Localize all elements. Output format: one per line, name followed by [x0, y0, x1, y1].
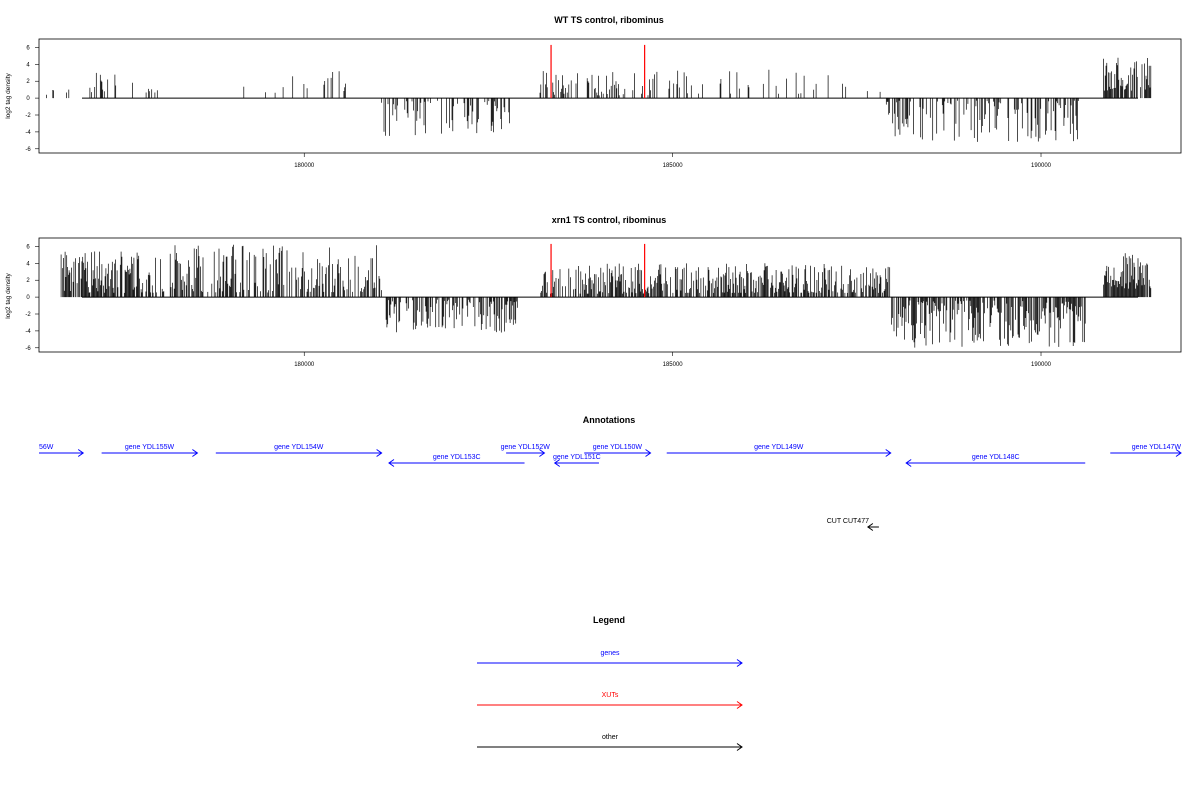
annotation-features: 56W gene YDL155W gene YDL154W gene YDL153C g…	[39, 444, 1182, 531]
x-axis: 180000 185000 190000	[294, 352, 1052, 368]
annotation-feature: gene YDL150W	[584, 444, 652, 457]
annotations-title: Annotations	[583, 415, 636, 425]
x-tick-label: 185000	[663, 362, 684, 368]
y-tick-label: 4	[26, 261, 30, 267]
y-tick-label: -2	[25, 113, 31, 119]
feature-label: gene YDL154W	[274, 444, 324, 451]
feature-label: 56W	[39, 444, 54, 451]
x-tick-label: 185000	[663, 163, 684, 169]
y-axis: -6 -4 -2 0 2 4 6	[25, 45, 39, 153]
legend-item-other: other	[477, 734, 743, 751]
arrow-head-icon	[736, 743, 743, 751]
annotation-feature: 56W	[39, 444, 85, 457]
legend-label: genes	[600, 650, 620, 657]
feature-label: gene YDL155W	[125, 444, 175, 451]
legend-item-gene: genes	[477, 650, 743, 667]
arrow-head-icon	[645, 449, 652, 457]
density-bars	[46, 57, 1152, 142]
annotation-feature: gene YDL155W	[101, 444, 199, 457]
x-tick-label: 190000	[1031, 163, 1052, 169]
feature-label: gene YDL148C	[972, 454, 1020, 461]
position-markers	[550, 44, 646, 99]
annotation-feature: gene YDL147W	[1110, 444, 1182, 457]
track-panel-wt: WT TS control, ribominus log2 tag densit…	[5, 15, 1182, 169]
position-markers	[550, 243, 646, 298]
arrow-head-icon	[192, 449, 199, 457]
arrow-head-icon	[388, 459, 395, 467]
feature-label: gene YDL153C	[433, 454, 481, 461]
y-axis-label: log2 tag density	[5, 72, 12, 118]
y-tick-label: -4	[25, 130, 31, 136]
y-tick-label: 2	[26, 278, 30, 284]
feature-label: gene YDL147W	[1132, 444, 1182, 451]
y-tick-label: 2	[26, 79, 30, 85]
plot-frame	[38, 38, 1182, 154]
arrow-head-icon	[885, 449, 892, 457]
annotations-panel: Annotations 56W gene YDL155W gene YDL154W g…	[39, 415, 1182, 531]
y-tick-label: 6	[26, 45, 30, 51]
y-axis: -6 -4 -2 0 2 4 6	[25, 244, 39, 352]
y-tick-label: 6	[26, 244, 30, 250]
arrow-head-icon	[866, 523, 874, 531]
arrow-head-icon	[539, 449, 546, 457]
annotation-feature: gene YDL149W	[666, 444, 892, 457]
legend-label: other	[602, 734, 619, 741]
y-tick-label: -2	[25, 312, 31, 318]
plot-frame	[38, 237, 1182, 353]
legend-title: Legend	[593, 615, 625, 625]
annotation-feature: gene YDL151C	[553, 454, 601, 467]
arrow-head-icon	[77, 449, 85, 457]
y-axis-label: log2 tag density	[5, 272, 12, 318]
feature-label: gene YDL149W	[754, 444, 804, 451]
arrow-head-icon	[736, 701, 743, 709]
feature-label: CUT CUT477	[827, 518, 869, 525]
legend-items: genes XUTs other	[477, 650, 743, 751]
feature-label: gene YDL150W	[593, 444, 643, 451]
arrow-head-icon	[736, 659, 743, 667]
arrow-head-icon	[905, 459, 912, 467]
y-tick-label: -4	[25, 329, 31, 335]
track-title: xrn1 TS control, ribominus	[552, 215, 667, 225]
density-bars	[60, 244, 1152, 348]
feature-label: gene YDL152W	[501, 444, 551, 451]
y-tick-label: -6	[25, 346, 31, 352]
y-tick-label: 0	[26, 295, 30, 301]
y-tick-label: -6	[25, 147, 31, 153]
annotation-feature: CUT CUT477	[827, 518, 879, 531]
arrow-head-icon	[1175, 449, 1182, 457]
arrow-head-icon	[553, 459, 561, 467]
x-axis: 180000 185000 190000	[294, 153, 1052, 169]
feature-label: gene YDL151C	[553, 454, 601, 461]
annotation-feature: gene YDL148C	[905, 454, 1086, 467]
y-tick-label: 4	[26, 62, 30, 68]
x-tick-label: 180000	[294, 362, 315, 368]
annotation-feature: gene YDL153C	[388, 454, 525, 467]
track-panel-xrn1: xrn1 TS control, ribominus log2 tag dens…	[5, 215, 1182, 368]
y-tick-label: 0	[26, 96, 30, 102]
legend: Legend genes XUTs other	[477, 615, 743, 751]
legend-item-xut: XUTs	[477, 692, 743, 709]
x-tick-label: 190000	[1031, 362, 1052, 368]
track-title: WT TS control, ribominus	[554, 15, 664, 25]
annotation-feature: gene YDL152W	[501, 444, 551, 457]
legend-label: XUTs	[602, 692, 619, 699]
arrow-head-icon	[376, 449, 383, 457]
x-tick-label: 180000	[294, 163, 315, 169]
annotation-feature: gene YDL154W	[215, 444, 383, 457]
